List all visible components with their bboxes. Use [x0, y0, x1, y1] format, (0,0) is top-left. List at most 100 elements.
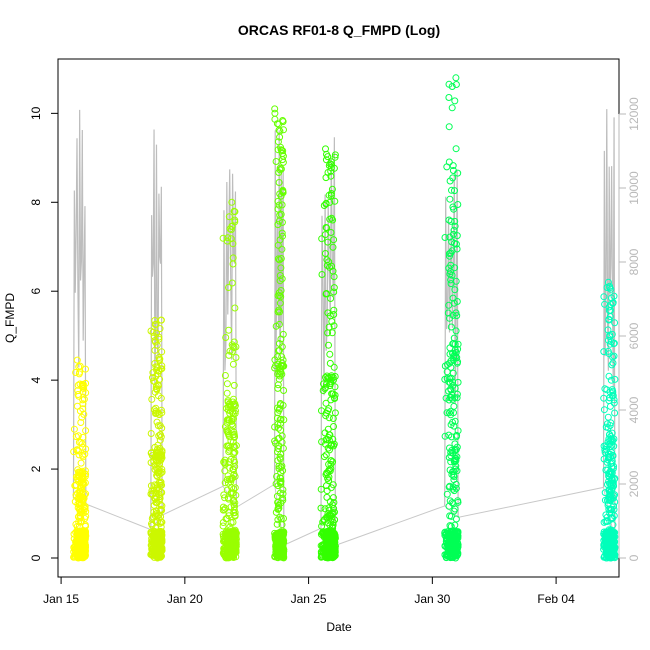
data-point [453, 232, 461, 240]
data-point [231, 304, 239, 312]
data-point [321, 429, 329, 437]
data-point [611, 409, 619, 417]
data-point [321, 385, 329, 393]
data-point [325, 504, 333, 512]
data-point [225, 326, 233, 334]
data-point [231, 400, 239, 408]
data-point [323, 493, 331, 501]
data-point [273, 520, 281, 528]
data-point [279, 467, 287, 475]
data-point [219, 519, 227, 526]
data-point [327, 164, 335, 172]
data-point [610, 506, 618, 513]
flight-series-4 [271, 105, 288, 562]
data-point [275, 340, 283, 347]
data-point [155, 511, 163, 519]
data-point [331, 383, 339, 391]
data-point [227, 437, 235, 445]
flight-series-3 [219, 198, 240, 562]
data-point [275, 502, 283, 510]
data-point [277, 255, 285, 262]
x-axis: Jan 15 Jan 20 Jan 25 Jan 30 Feb 04 [43, 576, 575, 606]
data-point [152, 372, 160, 380]
data-point [329, 494, 337, 502]
data-point [229, 260, 237, 268]
data-point [229, 240, 237, 248]
data-point [449, 294, 457, 302]
altitude-trace-2 [150, 129, 163, 530]
data-point [606, 450, 614, 458]
data-point [452, 484, 460, 492]
data-point [222, 528, 230, 536]
data-point [330, 440, 338, 448]
data-point [327, 457, 335, 465]
data-point [223, 380, 231, 388]
data-point [445, 80, 453, 88]
plot-frame [57, 58, 620, 578]
data-point [324, 238, 332, 246]
data-point [74, 546, 82, 554]
data-point [82, 389, 90, 397]
y2-tick-label: 10000 [627, 171, 641, 205]
data-point [328, 329, 336, 337]
data-point [330, 236, 338, 244]
data-point [231, 218, 239, 226]
data-point [326, 375, 333, 383]
y2-tick-label: 6000 [627, 322, 641, 349]
data-point [225, 213, 233, 221]
data-point [331, 391, 339, 399]
data-point [275, 201, 283, 209]
data-point [447, 323, 455, 331]
data-point [445, 454, 453, 461]
data-point [324, 329, 332, 337]
data-point [452, 433, 460, 441]
data-point [76, 492, 84, 500]
data-point [225, 284, 232, 291]
data-point [153, 329, 160, 337]
data-point [277, 335, 285, 343]
data-point [330, 311, 338, 318]
data-point [318, 271, 326, 278]
data-point [274, 384, 282, 392]
data-point [77, 544, 85, 552]
data-point [446, 195, 454, 203]
data-point [441, 234, 449, 241]
data-point [279, 490, 287, 498]
data-point [279, 150, 286, 157]
y2-tick-label: 8000 [627, 248, 641, 275]
data-point [226, 409, 234, 417]
data-point [446, 252, 453, 260]
data-point [271, 109, 279, 117]
data-point [228, 198, 236, 206]
data-point [450, 422, 458, 430]
data-point [610, 396, 618, 404]
data-point [153, 445, 161, 453]
data-point [327, 190, 335, 197]
data-point [327, 380, 334, 388]
data-point [449, 167, 457, 174]
data-point [603, 284, 611, 291]
data-point [277, 165, 285, 173]
data-point [330, 322, 338, 330]
data-point [224, 479, 232, 487]
data-point [275, 120, 283, 128]
data-point [70, 425, 78, 433]
data-point [446, 497, 454, 505]
data-point [276, 299, 284, 307]
data-point [156, 355, 164, 363]
data-point [326, 350, 334, 358]
data-point [274, 197, 282, 205]
data-point [450, 471, 458, 479]
data-point [230, 344, 238, 351]
data-point [221, 423, 229, 431]
data-point [609, 514, 617, 522]
chart-title: ORCAS RF01-8 Q_FMPD (Log) [238, 22, 440, 38]
data-point [451, 543, 459, 551]
data-point [331, 197, 339, 205]
data-point [278, 521, 286, 529]
data-point [447, 217, 455, 225]
data-point [328, 185, 336, 193]
data-point [272, 158, 280, 165]
data-point [445, 378, 453, 386]
data-point [276, 256, 283, 264]
